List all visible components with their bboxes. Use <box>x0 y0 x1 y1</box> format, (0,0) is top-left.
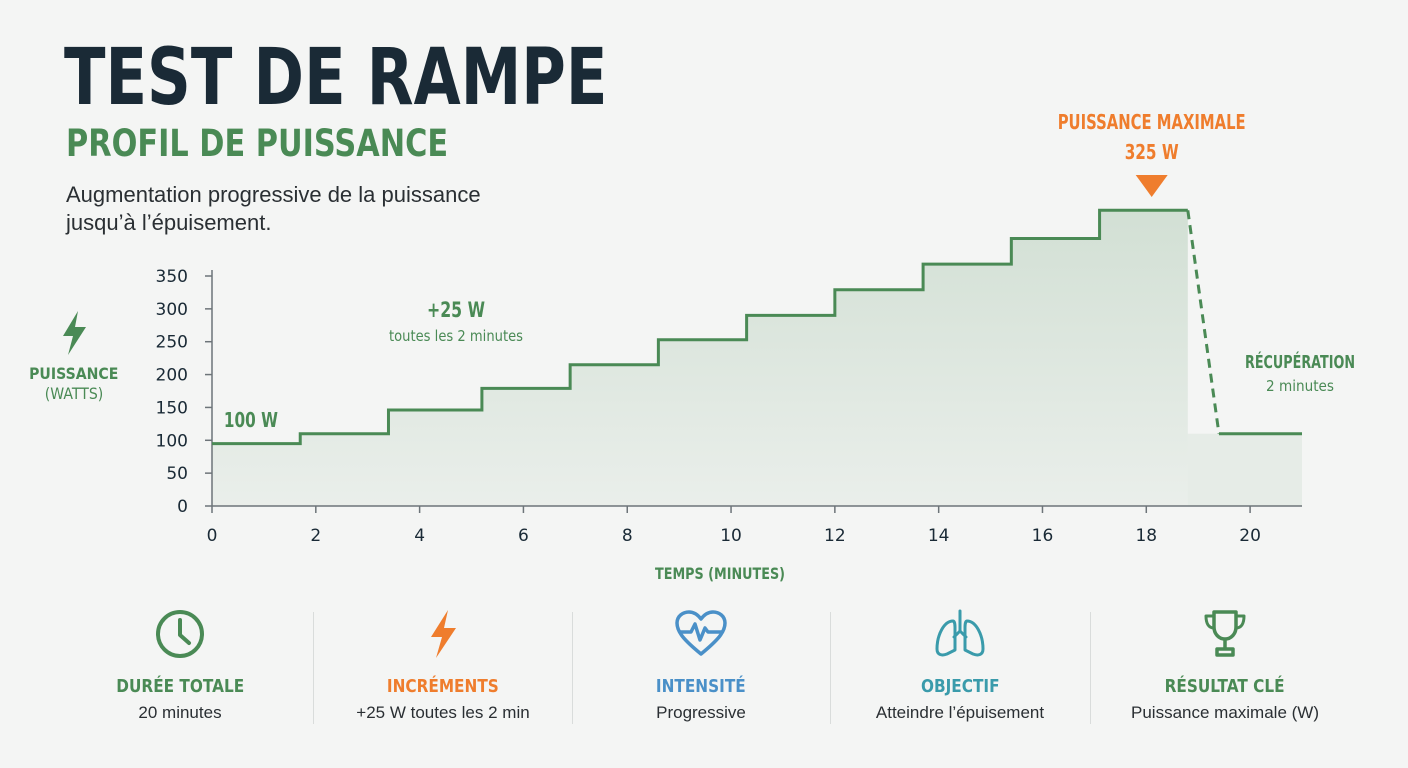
stat-duration: DURÉE TOTALE 20 minutes <box>60 608 300 726</box>
divider <box>572 612 573 724</box>
y-tick-label: 150 <box>156 398 188 418</box>
x-tick-label: 20 <box>1239 526 1261 546</box>
recovery-area-fill <box>1187 433 1302 506</box>
lightning-icon <box>323 608 563 660</box>
x-tick-label: 4 <box>414 526 425 546</box>
x-tick-label: 14 <box>928 526 950 546</box>
y-axis-title: PUISSANCE (WATTS) <box>18 310 130 404</box>
x-axis-label: TEMPS (MINUTES) <box>655 564 785 583</box>
trophy-icon <box>1105 608 1345 660</box>
y-tick-label: 300 <box>156 300 188 320</box>
stat-objective: OBJECTIF Atteindre l’épuisement <box>840 608 1080 726</box>
y-axis-label: PUISSANCE <box>29 364 119 383</box>
y-tick-label: 250 <box>156 333 188 353</box>
x-tick-label: 18 <box>1135 526 1157 546</box>
peak-marker-triangle <box>1135 175 1168 197</box>
y-tick-label: 100 <box>156 431 188 451</box>
y-tick-label: 0 <box>177 497 188 517</box>
divider <box>313 612 314 724</box>
stat-value: +25 W toutes les 2 min <box>356 703 530 722</box>
stat-label: INTENSITÉ <box>656 676 746 697</box>
power-step-line <box>212 208 1188 446</box>
x-tick-label: 10 <box>720 526 742 546</box>
stat-value: 20 minutes <box>138 703 222 722</box>
chart-area-fill <box>212 210 1188 507</box>
x-tick-label: 2 <box>310 526 321 546</box>
peak-power-label: PUISSANCE MAXIMALE <box>1058 110 1246 134</box>
recovery-label: RÉCUPÉRATION <box>1245 351 1355 373</box>
y-tick-label: 50 <box>166 464 188 484</box>
y-tick-label: 200 <box>156 366 188 386</box>
recovery-sublabel: 2 minutes <box>1266 377 1334 395</box>
page-subtitle: PROFIL DE PUISSANCE <box>66 122 449 165</box>
peak-power-value: 325 W <box>1125 140 1179 164</box>
recovery-drop-line <box>1186 210 1221 434</box>
increment-sublabel: toutes les 2 minutes <box>389 327 523 345</box>
stat-label: RÉSULTAT CLÉ <box>1164 676 1285 697</box>
lungs-icon <box>840 608 1080 660</box>
stat-result: RÉSULTAT CLÉ Puissance maximale (W) <box>1105 608 1345 726</box>
stat-label: INCRÉMENTS <box>387 676 499 697</box>
clock-icon <box>60 608 300 660</box>
increment-label: +25 W <box>427 298 485 322</box>
x-tick-label: 6 <box>518 526 529 546</box>
stat-value: Puissance maximale (W) <box>1131 703 1319 722</box>
x-tick-label: 0 <box>207 526 218 546</box>
x-tick-label: 8 <box>622 526 633 546</box>
stat-value: Atteindre l’épuisement <box>875 703 1045 722</box>
heart-pulse-icon <box>581 608 821 660</box>
stat-increments: INCRÉMENTS +25 W toutes les 2 min <box>323 608 563 726</box>
stat-value: Progressive <box>656 703 746 722</box>
x-tick-label: 12 <box>824 526 846 546</box>
y-axis-unit: (WATTS) <box>44 384 104 403</box>
divider <box>1090 612 1091 724</box>
stat-label: DURÉE TOTALE <box>116 676 244 697</box>
start-power-label: 100 W <box>224 408 278 432</box>
page-description: Augmentation progressive de la puissance… <box>66 182 481 235</box>
lightning-icon <box>18 310 130 358</box>
y-tick-label: 350 <box>156 267 188 287</box>
power-chart: 0 50 100 150 200 250 300 350 0 2 4 6 8 10 12 14 16 18 20 TE… <box>156 110 1355 583</box>
stat-label: OBJECTIF <box>920 676 1000 697</box>
divider <box>830 612 831 724</box>
stat-intensity: INTENSITÉ Progressive <box>581 608 821 726</box>
x-tick-label: 16 <box>1032 526 1054 546</box>
page-title: TEST DE RAMPE <box>64 33 608 123</box>
